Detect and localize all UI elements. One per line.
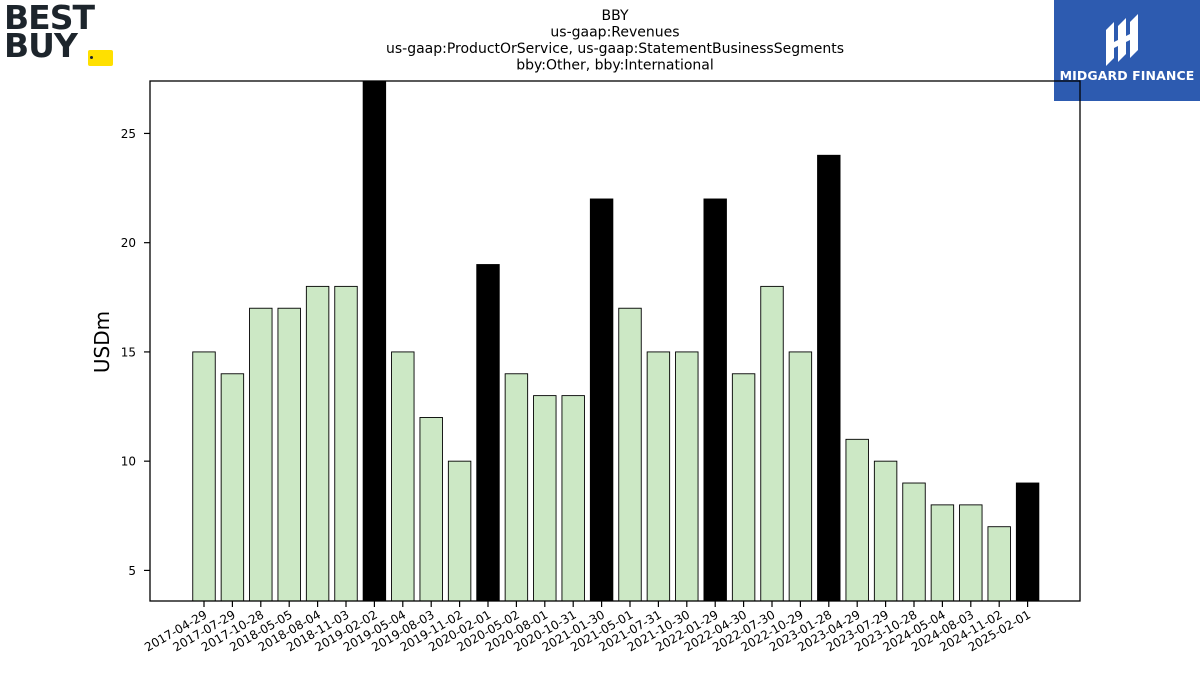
bar (277, 307, 301, 602)
title-line: bby:Other, bby:International (516, 58, 714, 74)
bar (589, 198, 614, 602)
best-buy-logo-line2: BUY (4, 26, 78, 65)
bar (476, 264, 500, 602)
bar (959, 504, 983, 602)
bar (391, 351, 415, 602)
y-tick-label: 20 (121, 236, 136, 250)
title-line: us-gaap:ProductOrService, us-gaap:Statem… (386, 41, 844, 57)
x-axis: 2017-04-292017-07-292017-10-282018-05-05… (142, 601, 1033, 654)
y-axis: 5 10 15 20 25 (121, 127, 150, 578)
bar (504, 373, 529, 602)
bar (533, 395, 557, 602)
bar (731, 373, 756, 602)
bar (618, 307, 642, 602)
bar (561, 395, 585, 602)
bar (192, 351, 216, 602)
y-axis-label: USDm (90, 311, 114, 373)
plot-frame (149, 80, 1081, 602)
best-buy-logo: BEST BUY (4, 0, 114, 68)
bar (987, 526, 1011, 602)
y-tick-label: 15 (121, 345, 136, 359)
midgard-finance-logo: MIDGARD FINANCE (1054, 0, 1200, 101)
bar (447, 460, 472, 602)
bar (845, 438, 869, 602)
y-tick-label: 10 (121, 455, 136, 469)
bar (305, 285, 330, 602)
bar (817, 154, 841, 602)
bar (1015, 482, 1040, 602)
bar (646, 351, 671, 602)
bar (902, 482, 926, 602)
bar (249, 307, 273, 602)
bar (220, 373, 245, 602)
best-buy-logo-line1: BEST (4, 0, 95, 37)
bar (873, 460, 898, 602)
chart-title: BBYus-gaap:Revenuesus-gaap:ProductOrServ… (386, 8, 844, 74)
y-tick-label: 5 (128, 564, 136, 578)
price-tag-icon (88, 50, 113, 66)
bar (930, 504, 955, 602)
bar (788, 351, 813, 602)
bar (362, 80, 387, 602)
midgard-finance-text: MIDGARD FINANCE (1059, 68, 1195, 83)
bar (703, 198, 727, 602)
title-line: us-gaap:Revenues (550, 25, 679, 41)
bars-group (192, 80, 1040, 602)
bar (334, 285, 358, 602)
bar (760, 285, 784, 602)
y-tick-label: 25 (121, 127, 136, 141)
midgard-emblem-icon (1106, 14, 1138, 66)
bar (419, 417, 443, 602)
title-line: BBY (602, 8, 629, 24)
bar (675, 351, 699, 602)
